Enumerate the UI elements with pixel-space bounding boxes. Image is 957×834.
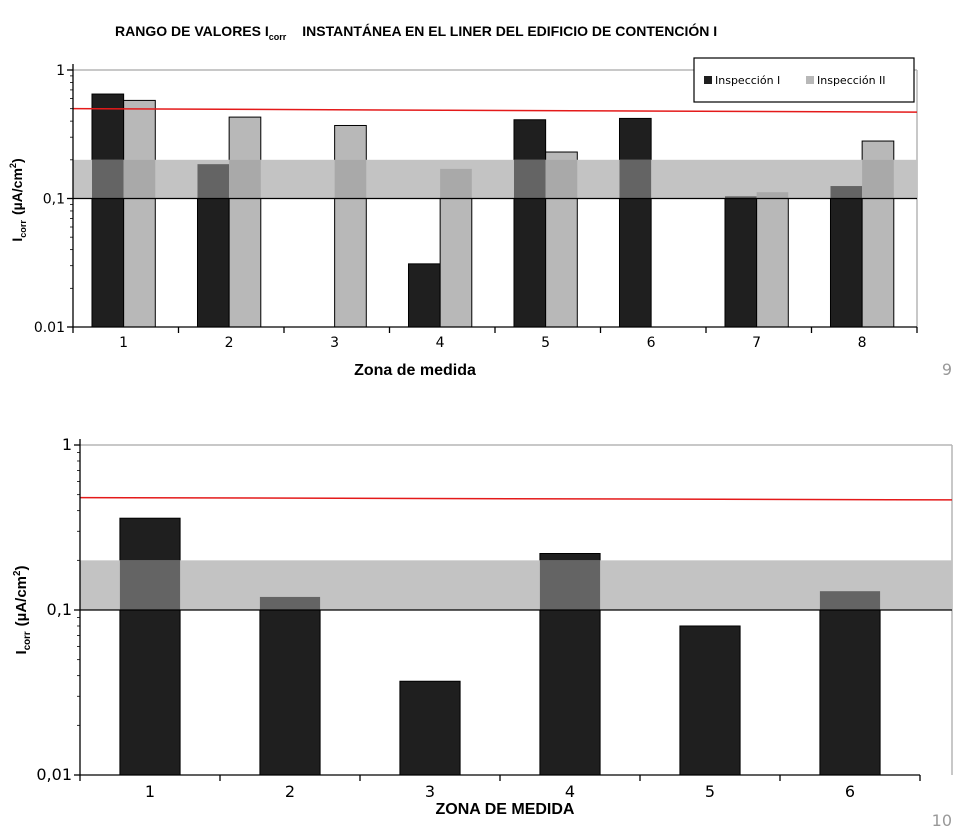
band-overlap-s1-zona-2 <box>197 164 230 199</box>
band-overlap-s1-zona-6 <box>619 159 652 199</box>
chart-title: RANGO DE VALORES Icorr INSTANTÁNEA EN EL … <box>115 22 717 42</box>
x-category-label: 2 <box>225 335 234 351</box>
x-category-label: 5 <box>705 782 715 801</box>
bar-s1-zona-7 <box>724 195 758 328</box>
bar-s1-zona-5 <box>513 119 547 328</box>
bar-s2-zona-2 <box>228 116 262 328</box>
x-category-label: 1 <box>145 782 155 801</box>
x-axis-title: Zona de medida <box>354 362 476 379</box>
band-overlap-s1-zona-1 <box>119 560 181 610</box>
bar-s1-zona-4 <box>407 263 441 328</box>
page-number: 10 <box>932 811 952 830</box>
bar-s2-zona-3 <box>334 124 367 328</box>
x-category-label: 8 <box>858 335 867 351</box>
chart-inspecciones: 1 0,1 0.01 1 2 3 4 5 6 7 8 Zona de medida Icorr(µA/c… <box>8 57 952 379</box>
band-overlap-s2-zona-1 <box>123 159 156 199</box>
legend-swatch-2 <box>806 76 814 84</box>
y-tick-label: 1 <box>56 63 65 79</box>
band-overlap-s1-zona-4 <box>539 560 601 610</box>
band-overlap-s2-zona-8 <box>862 159 894 199</box>
page-number: 9 <box>942 360 952 379</box>
y-axis-title: Icorr(µA/cm2) <box>12 566 33 655</box>
chart-zonas: 1 0,1 0,01 1 2 3 4 5 6 ZONA DE MEDIDA Icorr(µA/cm2… <box>12 435 953 830</box>
y-tick-label: 0,1 <box>43 192 65 208</box>
band-overlap-s1-zona-7 <box>724 196 757 199</box>
legend-label-1: Inspección I <box>715 74 780 87</box>
bar-s1-zona-3 <box>399 680 461 776</box>
range-band <box>80 560 952 610</box>
bar-s1-zona-6 <box>819 590 881 776</box>
x-category-label: 6 <box>845 782 855 801</box>
bar-s1-zona-2 <box>259 596 321 776</box>
y-tick-label: 0,01 <box>36 765 72 784</box>
x-category-label: 4 <box>565 782 575 801</box>
band-overlap-s2-zona-2 <box>229 159 261 199</box>
band-overlap-s2-zona-3 <box>334 159 367 199</box>
band-overlap-s1-zona-2 <box>259 596 321 610</box>
reference-line <box>79 496 953 501</box>
reference-line <box>72 107 918 113</box>
y-tick-label: 0,1 <box>47 600 72 619</box>
x-category-label: 3 <box>425 782 435 801</box>
band-overlap-s1-zona-8 <box>830 186 863 199</box>
band-overlap-s2-zona-4 <box>440 168 472 199</box>
x-category-label: 7 <box>752 335 761 351</box>
x-category-label: 1 <box>119 335 128 351</box>
bar-s1-zona-5 <box>679 625 741 776</box>
bar-s1-zona-1 <box>91 93 125 328</box>
bar-s1-zona-8 <box>829 185 863 328</box>
x-category-label: 2 <box>285 782 295 801</box>
legend-swatch-1 <box>704 76 712 84</box>
bar-s2-zona-7 <box>756 191 789 328</box>
y-tick-label: 1 <box>62 435 72 454</box>
y-axis-title: Icorr(µA/cm2) <box>8 158 28 241</box>
band-overlap-s1-zona-6 <box>819 591 881 610</box>
bar-s2-zona-1 <box>123 99 156 328</box>
x-category-label: 5 <box>541 335 550 351</box>
band-overlap-s2-zona-5 <box>545 159 578 199</box>
bar-s1-zona-6 <box>618 117 652 328</box>
x-category-label: 4 <box>436 335 445 351</box>
x-axis-title: ZONA DE MEDIDA <box>436 801 575 818</box>
y-tick-label: 0.01 <box>34 320 65 336</box>
x-category-label: 3 <box>330 335 339 351</box>
bar-s1-zona-1 <box>119 517 181 776</box>
legend-box <box>693 57 915 103</box>
x-category-label: 6 <box>647 335 656 351</box>
legend-label-2: Inspección II <box>817 74 886 87</box>
band-overlap-s1-zona-5 <box>513 159 546 199</box>
band-overlap-s1-zona-1 <box>91 159 124 199</box>
band-overlap-s2-zona-7 <box>756 192 789 199</box>
